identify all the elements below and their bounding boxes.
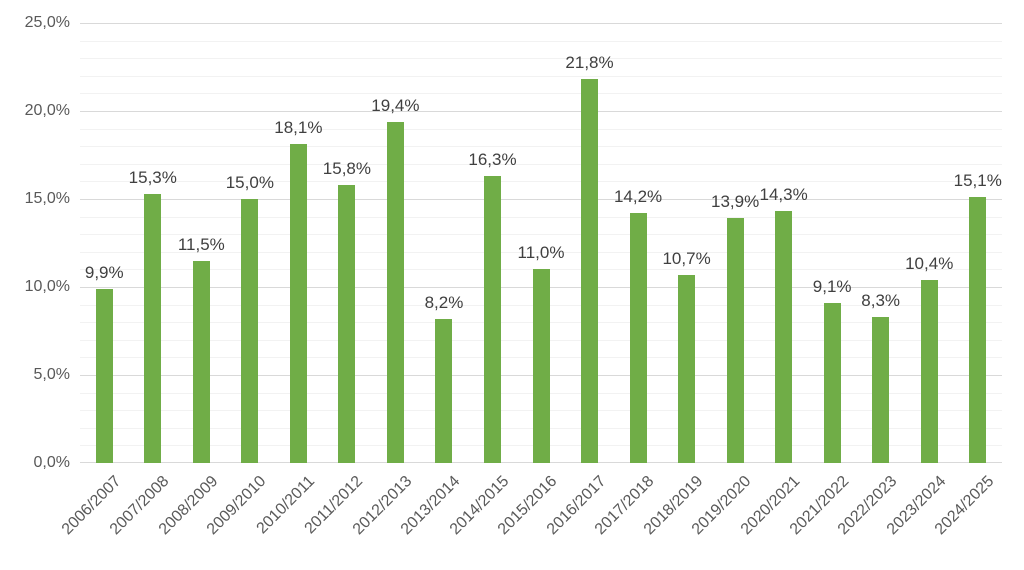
bar-value-label: 18,1%: [274, 118, 323, 138]
minor-gridline: [80, 216, 1002, 218]
bar-value-label: 14,2%: [613, 187, 663, 207]
bar-value-label: 9,1%: [812, 276, 852, 296]
bar: [289, 144, 307, 463]
bar: [629, 213, 647, 463]
minor-gridline: [80, 163, 1002, 165]
plot-area: 9,9% 15,3% 11,5% 15,0% 18,1% 15,8% 19,4% 8,2% 16…: [80, 23, 1002, 463]
minor-gridline: [80, 75, 1002, 77]
bar-value-label: 11,5%: [177, 234, 225, 254]
bar-value-label: 15,3%: [128, 167, 177, 187]
bar: [775, 211, 793, 463]
y-axis-tick-label: 10,0%: [24, 278, 70, 295]
minor-gridline: [80, 40, 1002, 42]
y-axis-tick-label: 25,0%: [24, 14, 70, 31]
minor-gridline: [80, 146, 1002, 148]
bar-value-label: 8,3%: [861, 290, 901, 310]
major-gridline: [80, 199, 1002, 200]
bar: [435, 318, 453, 463]
bar: [144, 193, 162, 463]
bar: [969, 197, 987, 463]
bar-value-label: 21,8%: [565, 53, 614, 73]
minor-gridline: [80, 181, 1002, 183]
bar-value-label: 10,4%: [905, 253, 954, 273]
bar: [581, 79, 599, 463]
major-gridline: [80, 111, 1002, 112]
bar-value-label: 15,0%: [225, 173, 274, 192]
bar: [872, 316, 890, 463]
bar-value-label: 14,3%: [759, 185, 808, 205]
bar: [483, 176, 501, 463]
bar: [95, 288, 113, 463]
bar-value-label: 11,0%: [517, 243, 565, 263]
minor-gridline: [80, 93, 1002, 95]
bar: [192, 260, 210, 463]
bar: [678, 274, 696, 463]
bar: [823, 302, 841, 463]
bar-value-label: 15,8%: [322, 158, 371, 178]
bar-value-label: 15,1%: [953, 171, 1002, 191]
bar-value-label: 8,2%: [424, 292, 464, 312]
y-axis-tick-label: 15,0%: [24, 190, 70, 207]
bar: [532, 269, 550, 463]
minor-gridline: [80, 251, 1002, 253]
minor-gridline: [80, 128, 1002, 130]
bar-value-label: 19,4%: [371, 95, 420, 115]
bar: [338, 184, 356, 463]
minor-gridline: [80, 234, 1002, 236]
bar: [726, 218, 744, 463]
y-axis-tick-label: 0,0%: [33, 454, 70, 471]
bar-value-label: 10,7%: [662, 248, 711, 268]
y-axis-tick-label: 5,0%: [33, 366, 70, 383]
y-axis-tick-label: 20,0%: [24, 102, 70, 119]
bar-value-label: 13,9%: [710, 192, 760, 212]
bar: [386, 121, 404, 463]
bar-value-label: 16,3%: [468, 150, 517, 170]
major-gridline: [80, 23, 1002, 24]
bar: [241, 199, 259, 463]
minor-gridline: [80, 58, 1002, 60]
bar-value-label: 9,9%: [84, 262, 124, 282]
bar: [920, 279, 938, 463]
